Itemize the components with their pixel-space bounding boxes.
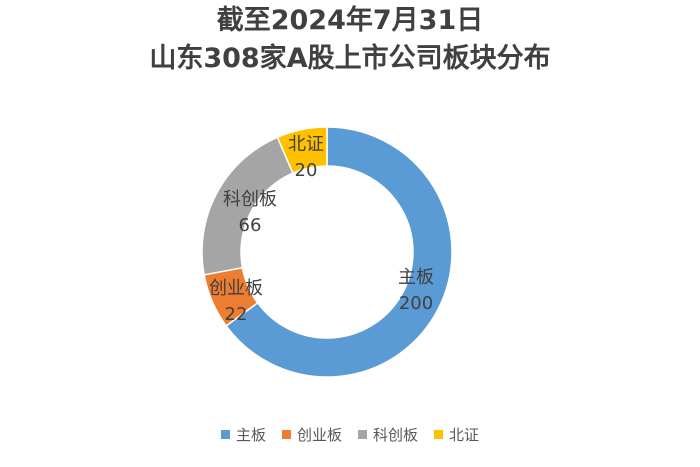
legend-swatch-3 [358, 430, 367, 439]
data-label-category-4: 北证 [288, 134, 324, 155]
chart-legend: 主板 创业板 科创板 北证 [0, 424, 700, 445]
data-label-value-2: 22 [225, 304, 248, 325]
doughnut-slice-4 [276, 126, 328, 175]
legend-item-2: 创业板 [281, 424, 342, 445]
chart-title: 截至2024年7月31日 [216, 5, 484, 36]
legend-item-4: 北证 [434, 424, 479, 445]
doughnut-slice-1 [225, 126, 453, 378]
data-label-category-1: 主板 [398, 267, 434, 288]
chart-subtitle: 山东308家A股上市公司板块分布 [149, 43, 551, 74]
legend-label-2: 创业板 [296, 426, 342, 444]
legend-swatch-1 [220, 430, 230, 439]
data-label-value-3: 66 [239, 215, 262, 236]
data-label-value-1: 200 [399, 293, 433, 314]
legend-label-3: 科创板 [373, 426, 419, 444]
legend-item-3: 科创板 [358, 424, 418, 445]
legend-item-1: 主板 [220, 424, 266, 445]
legend-label-1: 主板 [235, 426, 266, 444]
data-label-value-4: 20 [295, 160, 318, 181]
legend-swatch-4 [434, 430, 444, 439]
legend-label-4: 北证 [449, 426, 480, 444]
legend-swatch-2 [281, 430, 291, 439]
data-label-category-2: 创业板 [209, 278, 263, 299]
data-label-category-3: 科创板 [223, 189, 277, 210]
